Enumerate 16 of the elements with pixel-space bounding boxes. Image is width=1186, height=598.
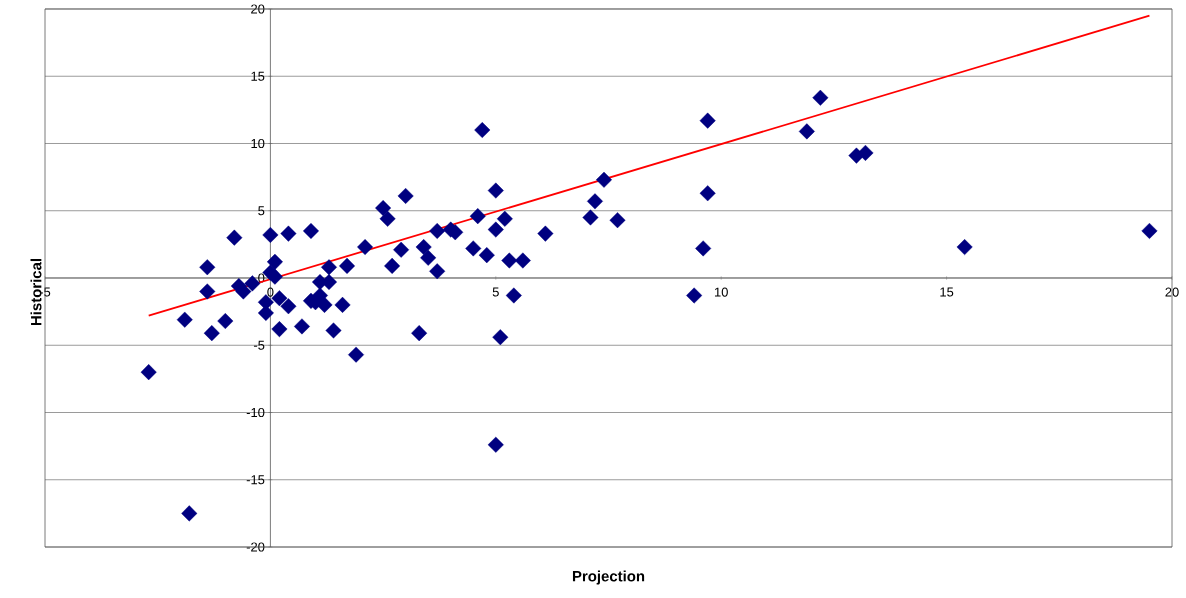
x-axis-title: Projection	[572, 570, 645, 585]
x-tick-label: 10	[714, 287, 728, 297]
y-tick-label: -15	[246, 475, 265, 485]
y-tick-label: -5	[253, 340, 265, 350]
x-tick-label: 0	[267, 287, 274, 297]
y-tick-label: 15	[251, 71, 265, 81]
x-tick-label: 20	[1165, 287, 1179, 297]
y-axis-title: Historical	[30, 259, 42, 326]
x-tick-label: -5	[39, 287, 51, 297]
y-tick-label: 5	[258, 206, 265, 216]
y-tick-label: 10	[251, 138, 265, 149]
y-tick-label: -20	[246, 542, 265, 552]
y-tick-label: -10	[246, 407, 265, 418]
y-tick-label: 20	[251, 4, 265, 14]
x-tick-label: 5	[492, 287, 499, 297]
x-tick-label: 15	[940, 287, 954, 297]
